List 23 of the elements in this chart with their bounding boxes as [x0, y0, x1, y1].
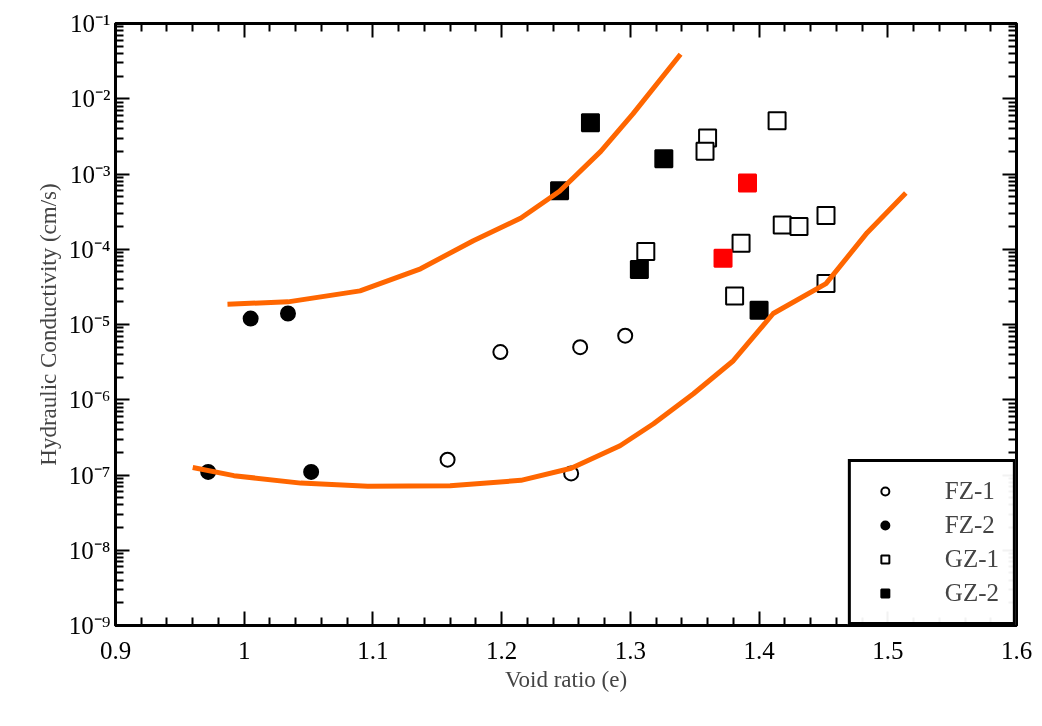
y-tick-label: 10⁻⁴ [68, 235, 111, 263]
legend-label: FZ-1 [944, 476, 995, 506]
y-tick-label: 10⁻³ [70, 160, 111, 188]
y-tick-label: 10⁻⁷ [68, 461, 111, 489]
y-axis-title: Hydraulic Conductivity (cm/s) [35, 183, 61, 466]
y-tick-label: 10⁻⁸ [68, 536, 111, 564]
y-tick-label: 10⁻⁹ [68, 612, 111, 639]
y-tick-label: 10⁻⁵ [68, 311, 111, 338]
x-tick-label: 1 [237, 636, 251, 664]
x-tick-label: 1.6 [1000, 636, 1033, 664]
legend-label: FZ-2 [944, 510, 995, 540]
y-tick-label: 10⁻⁶ [68, 386, 111, 414]
y-tick-label: 10⁻¹ [70, 10, 111, 37]
y-tick-label: 10⁻² [70, 85, 111, 113]
legend-label: GZ-2 [944, 578, 999, 608]
x-tick-label: 1.5 [872, 636, 904, 664]
legend-label: GZ-1 [944, 544, 999, 574]
x-tick-label: 1.2 [486, 636, 518, 664]
x-tick-label: 1.1 [357, 636, 389, 664]
x-axis-title: Void ratio (e) [504, 666, 628, 692]
x-tick-label: 1.4 [743, 636, 776, 664]
x-tick-label: 1.3 [614, 636, 646, 664]
x-tick-label: 0.9 [99, 636, 132, 664]
